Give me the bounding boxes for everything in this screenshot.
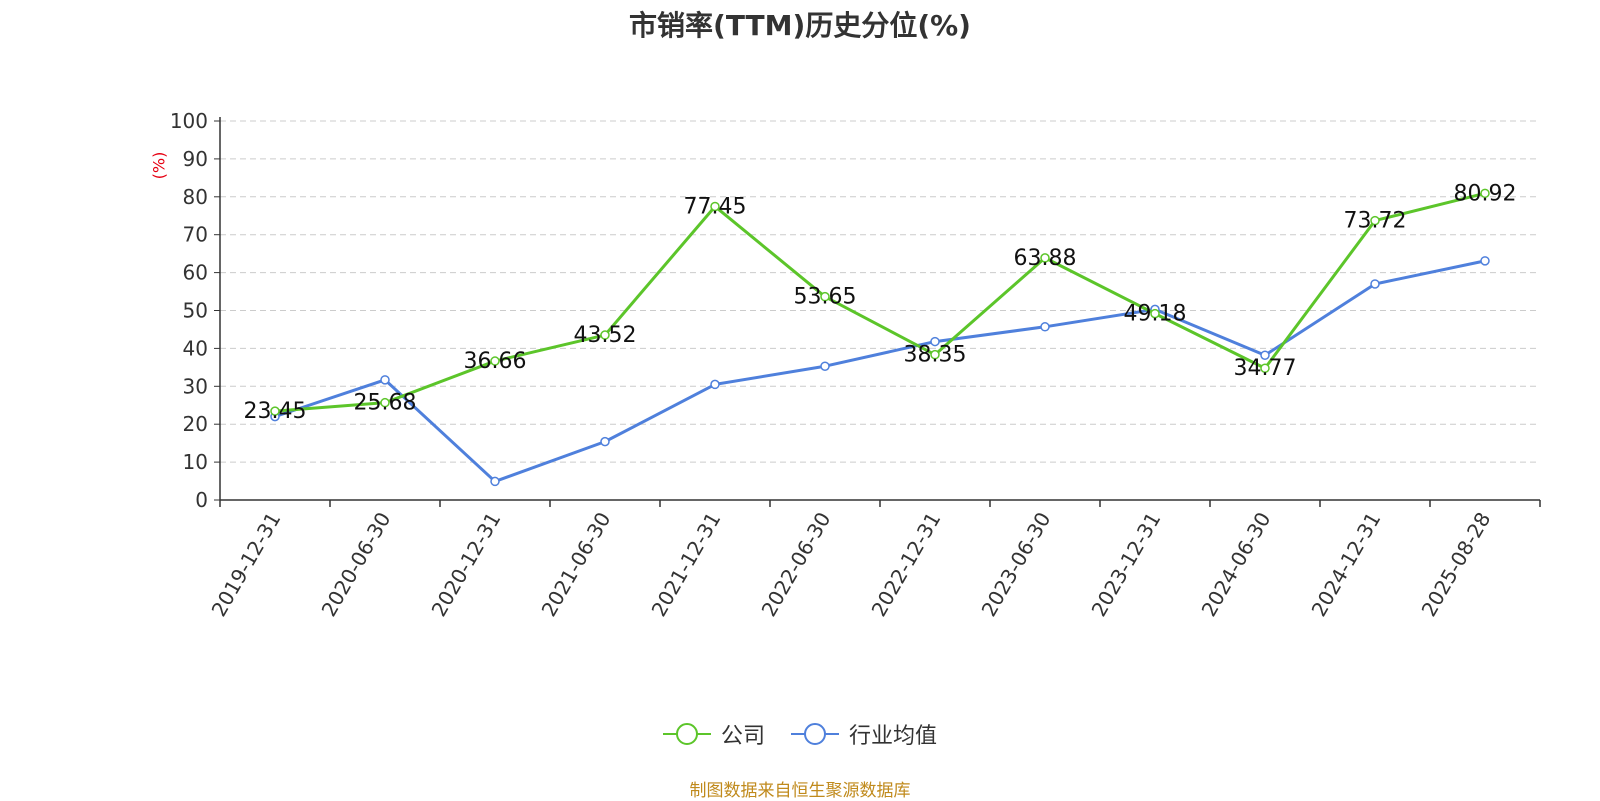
data-label: 77.45 <box>684 194 747 219</box>
data-point-company <box>1040 253 1050 263</box>
data-point-company <box>1370 215 1380 226</box>
data-point-industry <box>1260 350 1270 360</box>
x-tick-label: 2021-12-31 <box>646 508 725 621</box>
legend-company-line-icon <box>662 723 711 745</box>
x-tick-label: 2024-06-30 <box>1196 508 1275 621</box>
data-label: 38.35 <box>904 343 967 368</box>
y-tick-label: 30 <box>183 374 208 398</box>
data-point-industry <box>930 336 940 347</box>
data-point-company <box>710 201 720 212</box>
legend-industry-line-icon <box>791 723 839 745</box>
series-line-industry <box>274 259 1486 483</box>
data-point-industry <box>1040 322 1050 332</box>
x-tick-label: 2022-06-30 <box>756 508 835 621</box>
data-label: 53.65 <box>794 285 857 310</box>
data-point-company <box>930 349 940 360</box>
legend-label-industry: 行业均值 <box>849 724 938 749</box>
data-label: 23.45 <box>244 399 307 424</box>
legend-item-industry[interactable]: 行业均值 <box>791 718 937 750</box>
data-point-company <box>1260 363 1270 373</box>
legend: 公司 行业均值 <box>0 718 1600 750</box>
data-point-industry <box>820 361 830 371</box>
x-tick-label: 2025-08-28 <box>1416 508 1495 621</box>
data-label: 36.66 <box>464 349 527 374</box>
y-tick-label: 70 <box>183 223 208 247</box>
y-tick-label: 10 <box>183 450 208 474</box>
x-tick-label: 2023-12-31 <box>1086 508 1165 621</box>
x-tick-label: 2021-06-30 <box>536 508 615 621</box>
x-tick-label: 2023-06-30 <box>976 508 1055 621</box>
y-tick-label: 90 <box>183 147 208 171</box>
data-point-company <box>270 406 280 416</box>
data-point-company <box>600 330 610 340</box>
x-tick-label: 2024-12-31 <box>1306 508 1385 621</box>
data-label: 49.18 <box>1124 302 1187 327</box>
source-note: 制图数据来自恒生聚源数据库 <box>689 781 911 801</box>
data-point-industry <box>1480 256 1490 266</box>
data-label: 34.77 <box>1234 356 1297 381</box>
data-label: 63.88 <box>1014 246 1077 271</box>
x-tick-label: 2019-12-31 <box>206 508 285 621</box>
data-point-industry <box>600 436 610 447</box>
y-tick-label: 50 <box>183 299 208 323</box>
y-tick-label: 60 <box>183 261 208 285</box>
data-point-company <box>490 356 500 366</box>
data-point-industry <box>1370 279 1380 289</box>
data-point-industry <box>490 476 500 487</box>
y-tick-label: 0 <box>195 488 208 512</box>
data-label: 73.72 <box>1344 209 1407 234</box>
data-point-company <box>1480 188 1490 199</box>
data-point-industry <box>380 375 390 385</box>
x-tick-label: 2020-12-31 <box>426 508 505 621</box>
data-point-company <box>1150 308 1160 319</box>
x-tick-label: 2022-12-31 <box>866 508 945 621</box>
chart-title: 市销率(TTM)历史分位(%) <box>629 9 971 42</box>
y-tick-label: 20 <box>183 412 208 436</box>
data-label: 80.92 <box>1454 181 1517 206</box>
legend-item-company[interactable]: 公司 <box>662 718 765 750</box>
data-label: 25.68 <box>354 391 417 416</box>
data-label: 43.52 <box>574 323 637 348</box>
y-tick-label: 80 <box>183 185 208 209</box>
data-point-company <box>820 291 830 302</box>
data-point-company <box>380 397 390 408</box>
legend-label-company: 公司 <box>720 724 765 749</box>
y-tick-label: 100 <box>170 109 208 133</box>
series-line-company <box>274 191 1486 413</box>
data-point-industry <box>710 379 720 390</box>
y-tick-label: 40 <box>183 336 208 360</box>
x-tick-label: 2020-06-30 <box>316 508 395 621</box>
